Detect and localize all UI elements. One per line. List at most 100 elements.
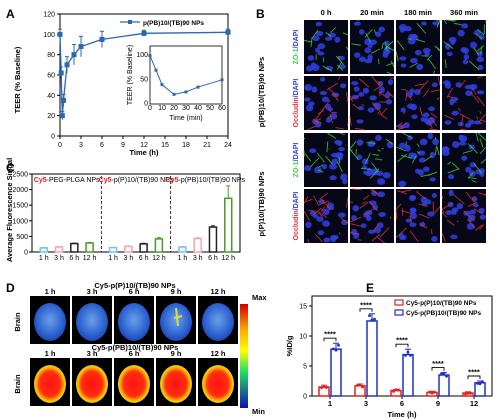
panel-b-nucleus — [372, 204, 379, 211]
panel-b-nucleus — [339, 83, 347, 89]
panel-d-signal — [173, 307, 183, 327]
panel-b-junction — [436, 20, 441, 22]
panel-b-nucleus — [367, 42, 374, 48]
panel-b-nucleus — [467, 119, 475, 125]
panel-b-junction — [377, 236, 385, 244]
panel-b-junction — [386, 90, 394, 98]
panel-b-column-headers: 0 h 20 min 180 min 360 min — [321, 8, 479, 17]
panel-b-nucleus — [337, 212, 346, 218]
panel-b-junction — [338, 232, 341, 235]
panel-b-junction — [436, 46, 440, 52]
panel-b-junction — [303, 39, 313, 43]
panel-c-xtick-label: 1 h — [39, 255, 49, 262]
panel-c-bar — [85, 242, 94, 253]
panel-b-junction — [443, 202, 453, 210]
panel-b-junction — [376, 80, 382, 85]
panel-b-junction — [326, 141, 329, 153]
panel-b-junction — [345, 46, 349, 50]
panel-b-nucleus — [448, 174, 455, 180]
panel-b-nucleus — [431, 235, 438, 242]
panel-a-points — [57, 28, 231, 120]
panel-b-junction — [375, 158, 383, 161]
panel-a-inset-point — [184, 90, 188, 94]
panel-b-junction — [408, 95, 413, 101]
panel-b-junction — [462, 150, 473, 154]
panel-b-nucleus — [356, 154, 363, 160]
panel-e-xtick-label: 9 — [436, 399, 440, 408]
panel-a-xtick-label: 3 — [79, 142, 83, 149]
panel-b-nucleus — [311, 64, 320, 72]
panel-b-tile — [304, 75, 349, 131]
panel-e-sig-bracket — [323, 337, 337, 342]
panel-b-nucleus — [334, 139, 341, 145]
panel-b-nucleus — [469, 162, 477, 168]
panel-b-junction — [451, 162, 460, 170]
panel-b-junction — [360, 167, 371, 170]
panel-a-inset-ytick: 50 — [140, 76, 148, 83]
panel-a-xtick-label: 15 — [161, 142, 169, 149]
panel-c-bar — [108, 246, 118, 253]
panel-d-min-label: Min — [252, 407, 265, 416]
panel-b-nucleus — [407, 38, 416, 45]
panel-a-xtick-label: 24 — [224, 142, 232, 149]
panel-a-point — [57, 31, 63, 37]
panel-e-sig-bracket — [467, 375, 481, 379]
panel-e-sig-bracket — [395, 343, 409, 348]
panel-a-point — [141, 30, 147, 36]
panel-b-nucleus — [451, 96, 459, 102]
panel-e-bar — [402, 353, 414, 397]
panel-b-nucleus — [378, 212, 386, 217]
panel-b-nucleus — [369, 95, 377, 101]
panel-b-nucleus — [342, 178, 348, 185]
panel-b-nucleus — [398, 180, 407, 188]
panel-e-point — [334, 348, 338, 352]
panel-d-col-header: 3 h — [87, 349, 98, 358]
panel-b-junction — [427, 120, 433, 129]
panel-b-junction — [476, 45, 485, 52]
panel-b-nucleus — [356, 139, 364, 146]
panel-a-ytick-label: 80 — [47, 52, 55, 59]
panel-e-point — [445, 374, 448, 378]
panel-b-junction — [381, 42, 384, 50]
panel-b-junction — [402, 111, 406, 115]
panel-b-nucleus — [358, 29, 365, 35]
panel-c-fluorescence-chart: Average Fluorescence Singal 0 500 1000 1500… — [5, 158, 246, 262]
panel-b-junction — [322, 65, 333, 72]
panel-e-xtick-label: 6 — [400, 399, 404, 408]
panel-b-junction — [480, 158, 487, 164]
panel-b-junction — [363, 209, 373, 218]
panel-a-inset-xtick: 60 — [218, 105, 226, 112]
panel-b-nucleus — [377, 178, 386, 185]
panel-label-c: C — [6, 161, 15, 175]
panel-b-tiles — [303, 19, 487, 244]
panel-b-junction — [416, 151, 421, 154]
panel-b-junction — [396, 146, 406, 152]
panel-b-nucleus — [406, 91, 414, 98]
panel-b-junction — [437, 76, 441, 86]
panel-b-nucleus — [461, 155, 468, 161]
panel-a-xtick-label: 12 — [140, 142, 148, 149]
panel-e-bar — [366, 320, 378, 397]
panel-b-junction — [458, 79, 467, 88]
panel-c-xtick-label: 12 h — [83, 255, 97, 262]
panel-a-point — [71, 52, 77, 58]
panel-b-junction — [444, 114, 455, 120]
panel-b-junction — [401, 154, 412, 159]
panel-b-nucleus — [315, 30, 324, 36]
panel-b-nucleus — [457, 121, 464, 127]
panel-e-point — [440, 372, 443, 376]
panel-b-nucleus — [418, 157, 426, 163]
panel-b-junction — [363, 194, 370, 200]
panel-b-junction — [395, 203, 402, 210]
panel-b-junction — [416, 39, 426, 43]
panel-a-teer-chart: TEER (% Baseline) Time (h) 0204060801001… — [13, 12, 232, 158]
panel-b-nucleus — [320, 77, 326, 82]
panel-b-junction — [325, 155, 333, 165]
panel-b-junction — [473, 163, 483, 174]
panel-b-nucleus — [416, 63, 424, 71]
panel-b-microscopy: 0 h 20 min 180 min 360 min p(PB)10/(TB)90 N… — [257, 8, 487, 246]
panel-c-group-title: Cy5-p(PB)10/(TB)90 NPs — [166, 177, 246, 184]
panel-e-xtick-label: 1 — [328, 399, 332, 408]
panel-b-nucleus — [315, 21, 323, 27]
panel-b-nucleus — [451, 141, 460, 148]
